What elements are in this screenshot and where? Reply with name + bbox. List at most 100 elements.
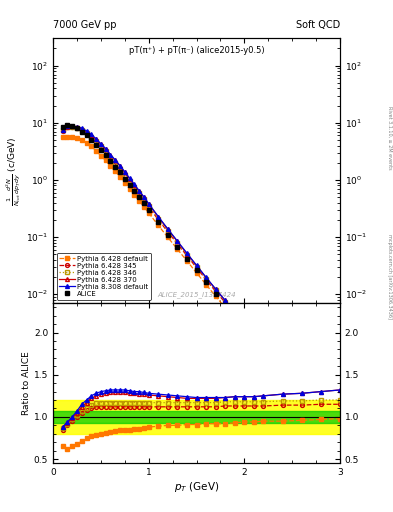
Pythia 6.428 346 [280, 367, 285, 373]
Pythia 6.428 370 [79, 126, 84, 132]
Pythia 6.428 default [156, 222, 161, 228]
Pythia 6.428 370 [261, 343, 266, 349]
Pythia 6.428 345 [175, 241, 180, 247]
Pythia 6.428 370 [137, 188, 141, 194]
Pythia 6.428 370 [242, 320, 247, 326]
ALICE [108, 158, 113, 164]
Pythia 6.428 default [79, 137, 84, 143]
Pythia 6.428 346 [223, 298, 228, 305]
Pythia 8.308 default [84, 128, 89, 134]
Pythia 6.428 default [165, 234, 170, 240]
Pythia 8.308 default [123, 169, 127, 175]
Pythia 6.428 345 [338, 435, 342, 441]
ALICE [137, 194, 141, 200]
Pythia 6.428 346 [103, 148, 108, 155]
Text: Rivet 3.1.10, ≥ 2M events: Rivet 3.1.10, ≥ 2M events [387, 106, 392, 170]
Pythia 6.428 346 [165, 228, 170, 234]
Pythia 6.428 346 [213, 287, 218, 293]
Pythia 6.428 346 [127, 178, 132, 184]
Pythia 6.428 default [280, 372, 285, 378]
Pythia 6.428 346 [175, 240, 180, 246]
ALICE [94, 142, 99, 148]
Pythia 6.428 346 [113, 160, 118, 166]
Pythia 6.428 345 [165, 229, 170, 235]
Pythia 6.428 346 [75, 125, 79, 131]
Pythia 8.308 default [103, 145, 108, 152]
Pythia 6.428 345 [70, 124, 75, 130]
Pythia 6.428 default [132, 191, 137, 198]
Pythia 8.308 default [175, 238, 180, 244]
Pythia 6.428 default [299, 395, 304, 401]
Line: Pythia 6.428 346: Pythia 6.428 346 [61, 125, 342, 439]
Pythia 8.308 default [204, 274, 208, 281]
Pythia 6.428 346 [123, 172, 127, 178]
ALICE [194, 267, 199, 273]
Pythia 8.308 default [94, 136, 99, 142]
Pythia 6.428 345 [84, 131, 89, 137]
Pythia 8.308 default [141, 194, 146, 200]
Pythia 6.428 370 [65, 123, 70, 130]
Pythia 6.428 346 [204, 275, 208, 282]
Pythia 8.308 default [118, 162, 122, 168]
Pythia 6.428 370 [156, 214, 161, 220]
Pythia 6.428 345 [118, 166, 122, 173]
Pythia 6.428 346 [146, 203, 151, 209]
ALICE [232, 314, 237, 320]
Pythia 6.428 370 [338, 432, 342, 438]
Pythia 8.308 default [232, 308, 237, 314]
Pythia 6.428 370 [113, 157, 118, 163]
Pythia 8.308 default [89, 132, 94, 138]
Y-axis label: Ratio to ALICE: Ratio to ALICE [22, 351, 31, 415]
Pythia 6.428 370 [94, 136, 99, 142]
ALICE [127, 182, 132, 188]
Pythia 6.428 345 [185, 252, 189, 259]
Pythia 8.308 default [338, 432, 342, 438]
Pythia 6.428 default [65, 134, 70, 140]
ALICE [185, 255, 189, 262]
Pythia 6.428 default [113, 168, 118, 175]
Pythia 6.428 370 [213, 286, 218, 292]
Pythia 6.428 345 [194, 265, 199, 271]
Pythia 6.428 370 [232, 308, 237, 314]
Pythia 6.428 default [175, 246, 180, 252]
Pythia 8.308 default [165, 226, 170, 232]
Pythia 6.428 default [137, 198, 141, 204]
Pythia 6.428 default [232, 315, 237, 322]
Pythia 6.428 370 [70, 123, 75, 129]
ALICE [242, 326, 247, 332]
Pythia 6.428 345 [318, 413, 323, 419]
Pythia 8.308 default [79, 125, 84, 131]
Legend: Pythia 6.428 default, Pythia 6.428 345, Pythia 6.428 346, Pythia 6.428 370, Pyth: Pythia 6.428 default, Pythia 6.428 345, … [57, 253, 151, 300]
Pythia 8.308 default [194, 262, 199, 268]
Pythia 6.428 370 [108, 152, 113, 158]
Pythia 8.308 default [318, 410, 323, 416]
Pythia 6.428 345 [103, 150, 108, 156]
Pythia 6.428 345 [261, 345, 266, 351]
Pythia 6.428 345 [132, 185, 137, 191]
ALICE [103, 152, 108, 158]
Pythia 6.428 370 [141, 194, 146, 200]
Pythia 6.428 default [261, 350, 266, 356]
ALICE [204, 280, 208, 286]
Line: Pythia 6.428 370: Pythia 6.428 370 [61, 124, 342, 437]
Pythia 6.428 345 [242, 323, 247, 329]
Pythia 6.428 345 [89, 135, 94, 141]
ALICE [70, 123, 75, 129]
Pythia 6.428 default [123, 180, 127, 186]
Pythia 8.308 default [185, 250, 189, 257]
Pythia 6.428 345 [252, 333, 256, 339]
Line: Pythia 8.308 default: Pythia 8.308 default [61, 124, 342, 437]
Pythia 6.428 345 [75, 125, 79, 132]
ALICE [123, 176, 127, 182]
ALICE [84, 133, 89, 139]
Pythia 6.428 345 [123, 173, 127, 179]
Pythia 6.428 346 [99, 143, 103, 150]
Pythia 6.428 346 [60, 127, 65, 133]
Pythia 6.428 346 [65, 124, 70, 130]
Pythia 8.308 default [280, 365, 285, 371]
Pythia 6.428 370 [132, 182, 137, 188]
Text: Soft QCD: Soft QCD [296, 19, 340, 30]
ALICE [79, 129, 84, 135]
Pythia 8.308 default [261, 343, 266, 349]
Pythia 6.428 default [252, 338, 256, 344]
